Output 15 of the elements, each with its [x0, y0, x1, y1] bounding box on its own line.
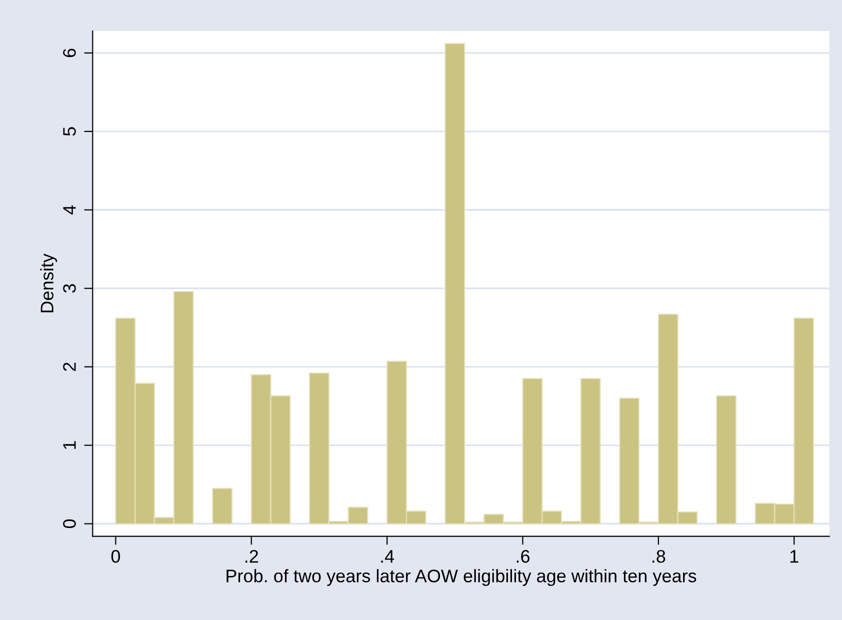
y-tick-label: 1: [63, 441, 76, 449]
x-tick-label: .4: [381, 550, 394, 563]
x-tick-label: .6: [516, 550, 530, 563]
y-tick-label: 3: [63, 284, 76, 293]
y-tick-label: 0: [63, 519, 76, 528]
y-tick-label: 4: [63, 205, 76, 214]
y-axis-title: Density: [40, 254, 58, 312]
x-tick-label: 1: [790, 550, 798, 563]
y-tick-label: 6: [63, 48, 76, 58]
x-tick-label: .2: [245, 550, 258, 563]
x-axis-title: Prob. of two years later AOW eligibility age within ten years: [226, 569, 696, 586]
y-tick-label: 5: [63, 127, 76, 136]
y-tick-label: 2: [63, 362, 76, 371]
x-tick-label: .8: [652, 550, 666, 563]
x-tick-label: 0: [111, 550, 120, 563]
